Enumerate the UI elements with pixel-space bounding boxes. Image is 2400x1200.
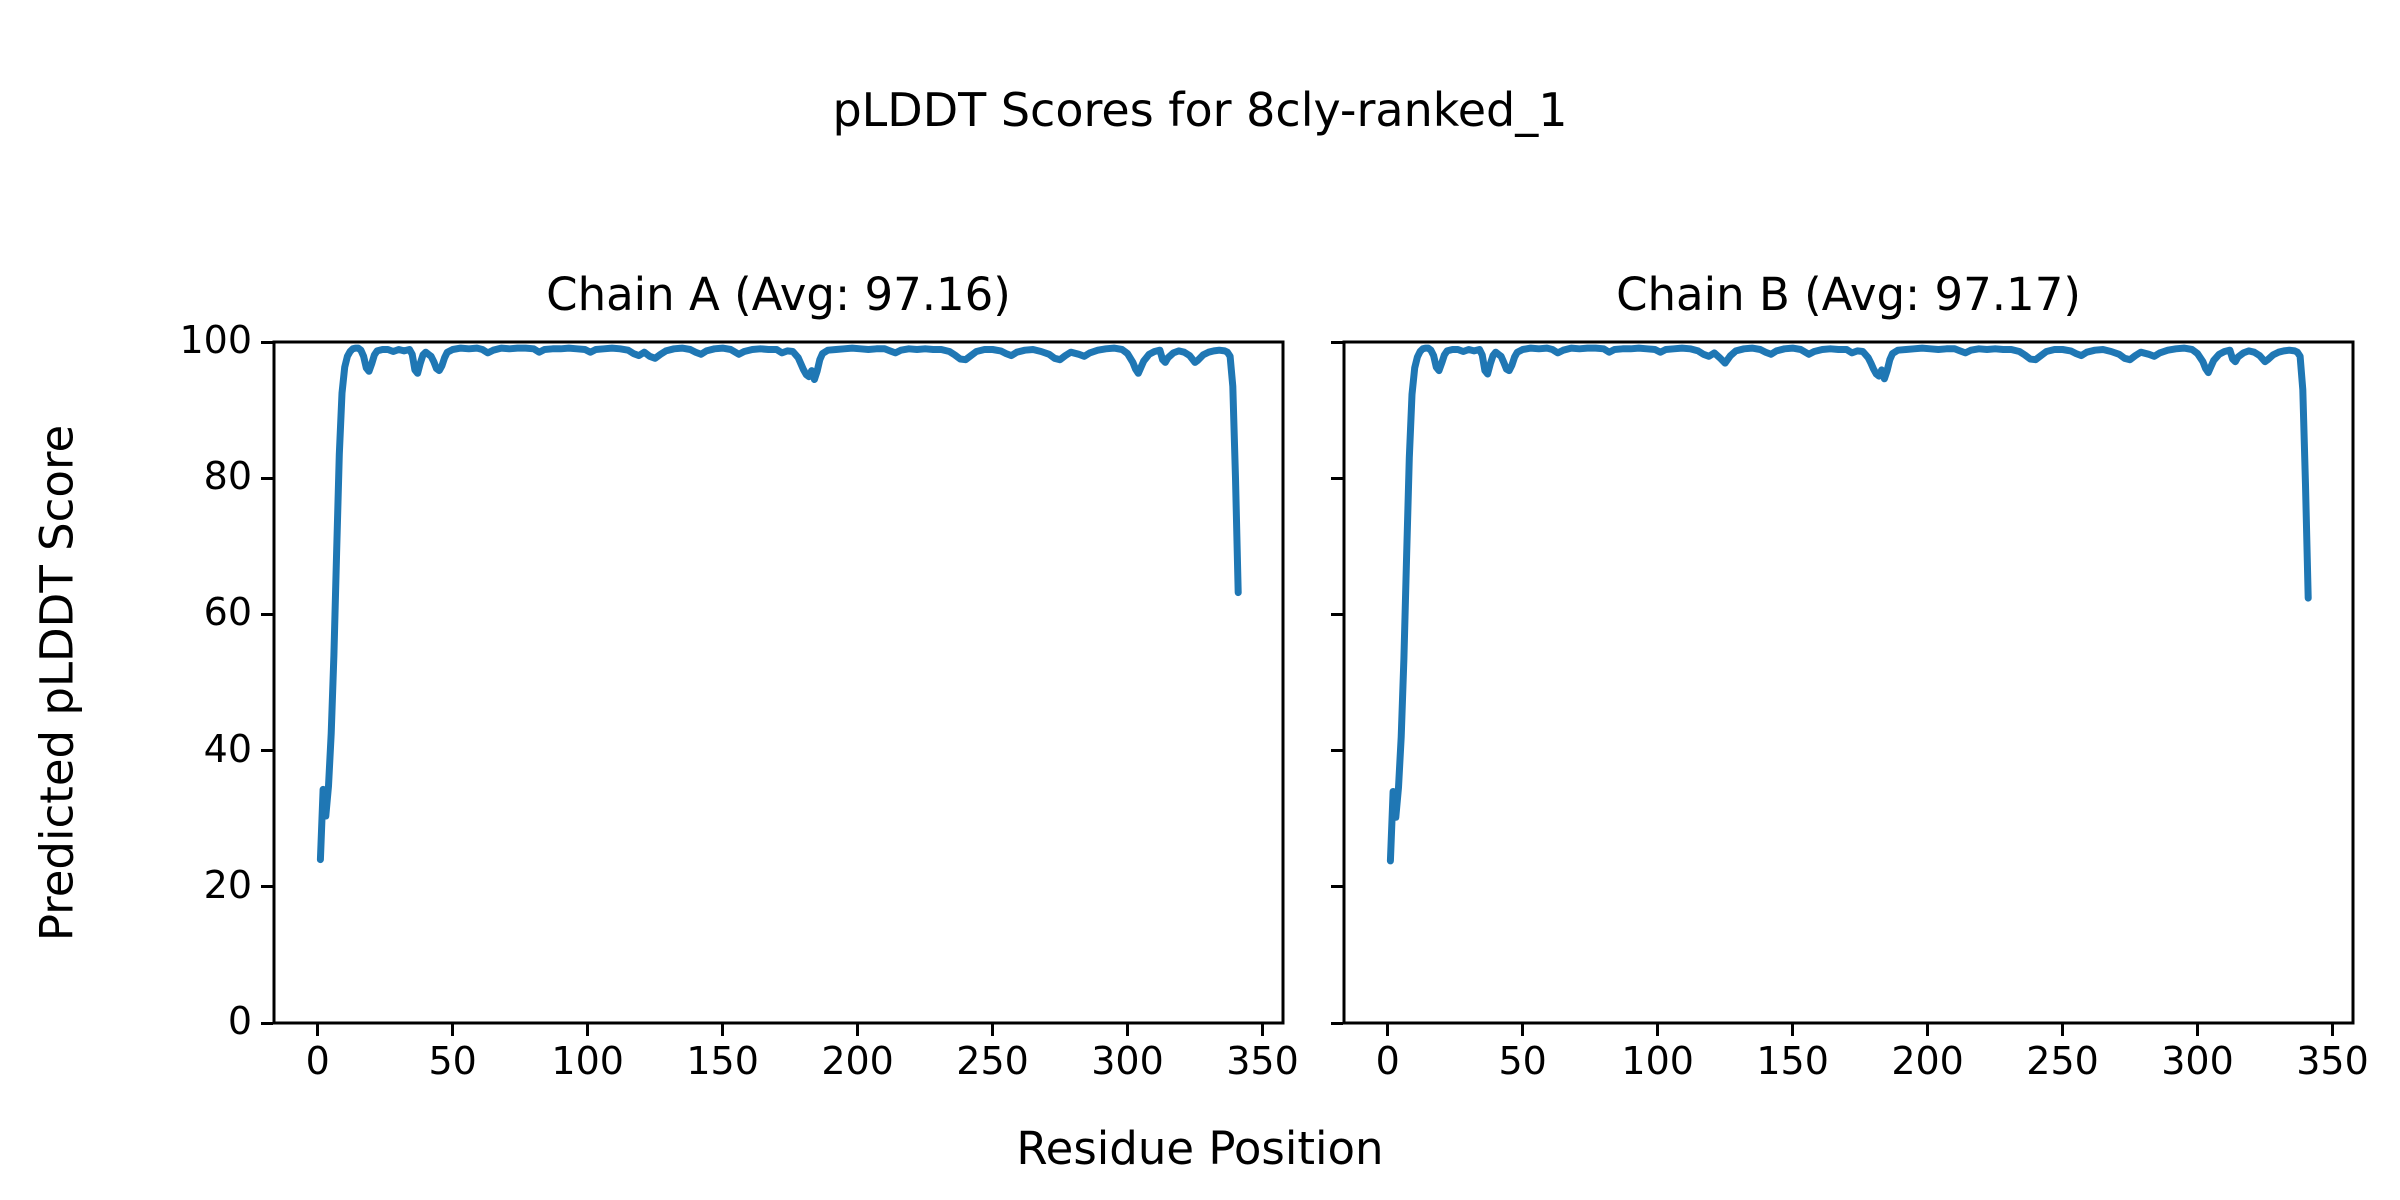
x-tick-mark (721, 1024, 725, 1036)
y-tick-mark (261, 885, 273, 889)
x-tick-label: 300 (2161, 1039, 2234, 1083)
x-tick-label: 350 (2296, 1039, 2369, 1083)
x-tick-mark (856, 1024, 860, 1036)
y-tick-mark (1331, 1021, 1343, 1025)
x-tick-label: 0 (1375, 1039, 1400, 1083)
x-tick-label: 350 (1226, 1039, 1299, 1083)
y-tick-label: 80 (203, 454, 252, 499)
chain-a-title: Chain A (Avg: 97.16) (546, 268, 1011, 321)
axes-frame (272, 340, 1285, 1025)
y-tick-label: 60 (203, 590, 252, 635)
y-tick-mark (1331, 612, 1343, 616)
y-tick-mark (261, 1021, 273, 1025)
y-axis-label: Predicted pLDDT Score (30, 424, 84, 942)
x-tick-label: 200 (821, 1039, 894, 1083)
y-tick-mark (261, 476, 273, 480)
x-tick-mark (2196, 1024, 2200, 1036)
plddt-line (316, 344, 1242, 864)
plddt-line (1386, 344, 2312, 865)
x-tick-label: 300 (1091, 1039, 1164, 1083)
x-tick-mark (2061, 1024, 2065, 1036)
x-tick-mark (316, 1024, 320, 1036)
y-tick-mark (1331, 885, 1343, 889)
x-tick-label: 250 (956, 1039, 1029, 1083)
x-tick-mark (1791, 1024, 1795, 1036)
y-tick-mark (261, 749, 273, 753)
chain-b-plot: Chain B (Avg: 97.17) 0 50 100 150 200 250 300 3… (1331, 272, 2369, 1082)
x-tick-label: 150 (1756, 1039, 1829, 1083)
x-tick-label: 150 (686, 1039, 759, 1083)
x-tick-label: 0 (305, 1039, 330, 1083)
x-tick-mark (451, 1024, 455, 1036)
x-tick-mark (586, 1024, 590, 1036)
y-tick-label: 40 (203, 726, 252, 771)
x-tick-mark (2330, 1024, 2334, 1036)
y-tick-label: 20 (203, 862, 252, 907)
chain-a-line-chart (272, 340, 1285, 1025)
y-tick-mark (1331, 749, 1343, 753)
x-tick-mark (1656, 1024, 1660, 1036)
y-tick-mark (1331, 340, 1343, 344)
figure-title: pLDDT Scores for 8cly-ranked_1 (832, 83, 1568, 137)
y-tick-label: 0 (227, 999, 252, 1043)
x-tick-label: 50 (1498, 1039, 1547, 1083)
x-tick-mark (1126, 1024, 1130, 1036)
x-tick-mark (991, 1024, 995, 1036)
chain-a-plot: Chain A (Avg: 97.16) 0 50 100 150 200 250 300 3… (179, 272, 1298, 1082)
axes-frame (1342, 340, 2355, 1025)
x-tick-label: 50 (428, 1039, 477, 1083)
x-tick-mark (1926, 1024, 1930, 1036)
x-tick-label: 100 (551, 1039, 624, 1083)
x-tick-label: 100 (1621, 1039, 1694, 1083)
y-tick-mark (261, 612, 273, 616)
x-tick-mark (1386, 1024, 1390, 1036)
chain-b-line-chart (1342, 340, 2355, 1025)
x-axis-label: Residue Position (1016, 1122, 1384, 1175)
x-tick-mark (1260, 1024, 1264, 1036)
x-tick-mark (1521, 1024, 1525, 1036)
chain-b-title: Chain B (Avg: 97.17) (1616, 268, 2081, 321)
x-tick-label: 250 (2026, 1039, 2099, 1083)
x-tick-label: 200 (1891, 1039, 1964, 1083)
y-tick-mark (1331, 476, 1343, 480)
y-tick-label: 100 (179, 318, 252, 362)
y-tick-mark (261, 340, 273, 344)
